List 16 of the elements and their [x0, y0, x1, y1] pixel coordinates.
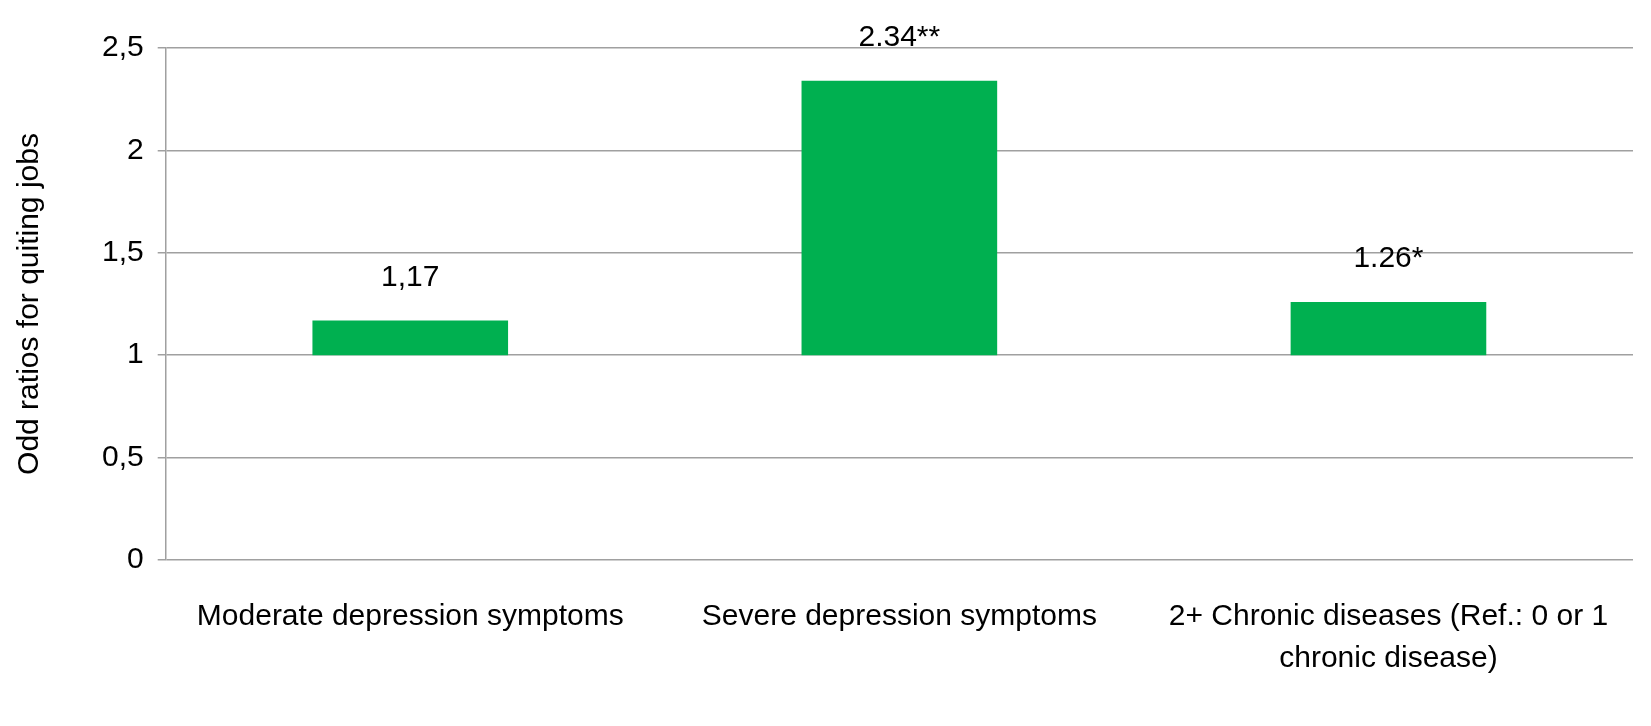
x-tick-label: 2+ Chronic diseases (Ref.: 0 or 1 chronic disease) [1168, 598, 1609, 674]
bar [1290, 301, 1487, 356]
x-tick-label: Severe depression symptoms [701, 598, 1097, 632]
x-tick-label: Moderate depression symptoms [196, 598, 624, 632]
y-tick-label: 2,5 [101, 29, 144, 63]
y-tick-label: 1 [127, 336, 144, 370]
data-label: 2.34** [858, 19, 941, 53]
y-axis-title: Odd ratios for quiting jobs [11, 133, 45, 475]
bar [801, 80, 998, 356]
y-tick-label: 2 [127, 131, 144, 165]
y-tick-label: 1,5 [101, 234, 144, 268]
bar [312, 320, 509, 356]
y-tick-label: 0,5 [101, 438, 144, 472]
data-label: 1,17 [381, 258, 440, 292]
y-tick-label: 0 [127, 541, 144, 575]
data-label: 1.26* [1353, 240, 1424, 274]
